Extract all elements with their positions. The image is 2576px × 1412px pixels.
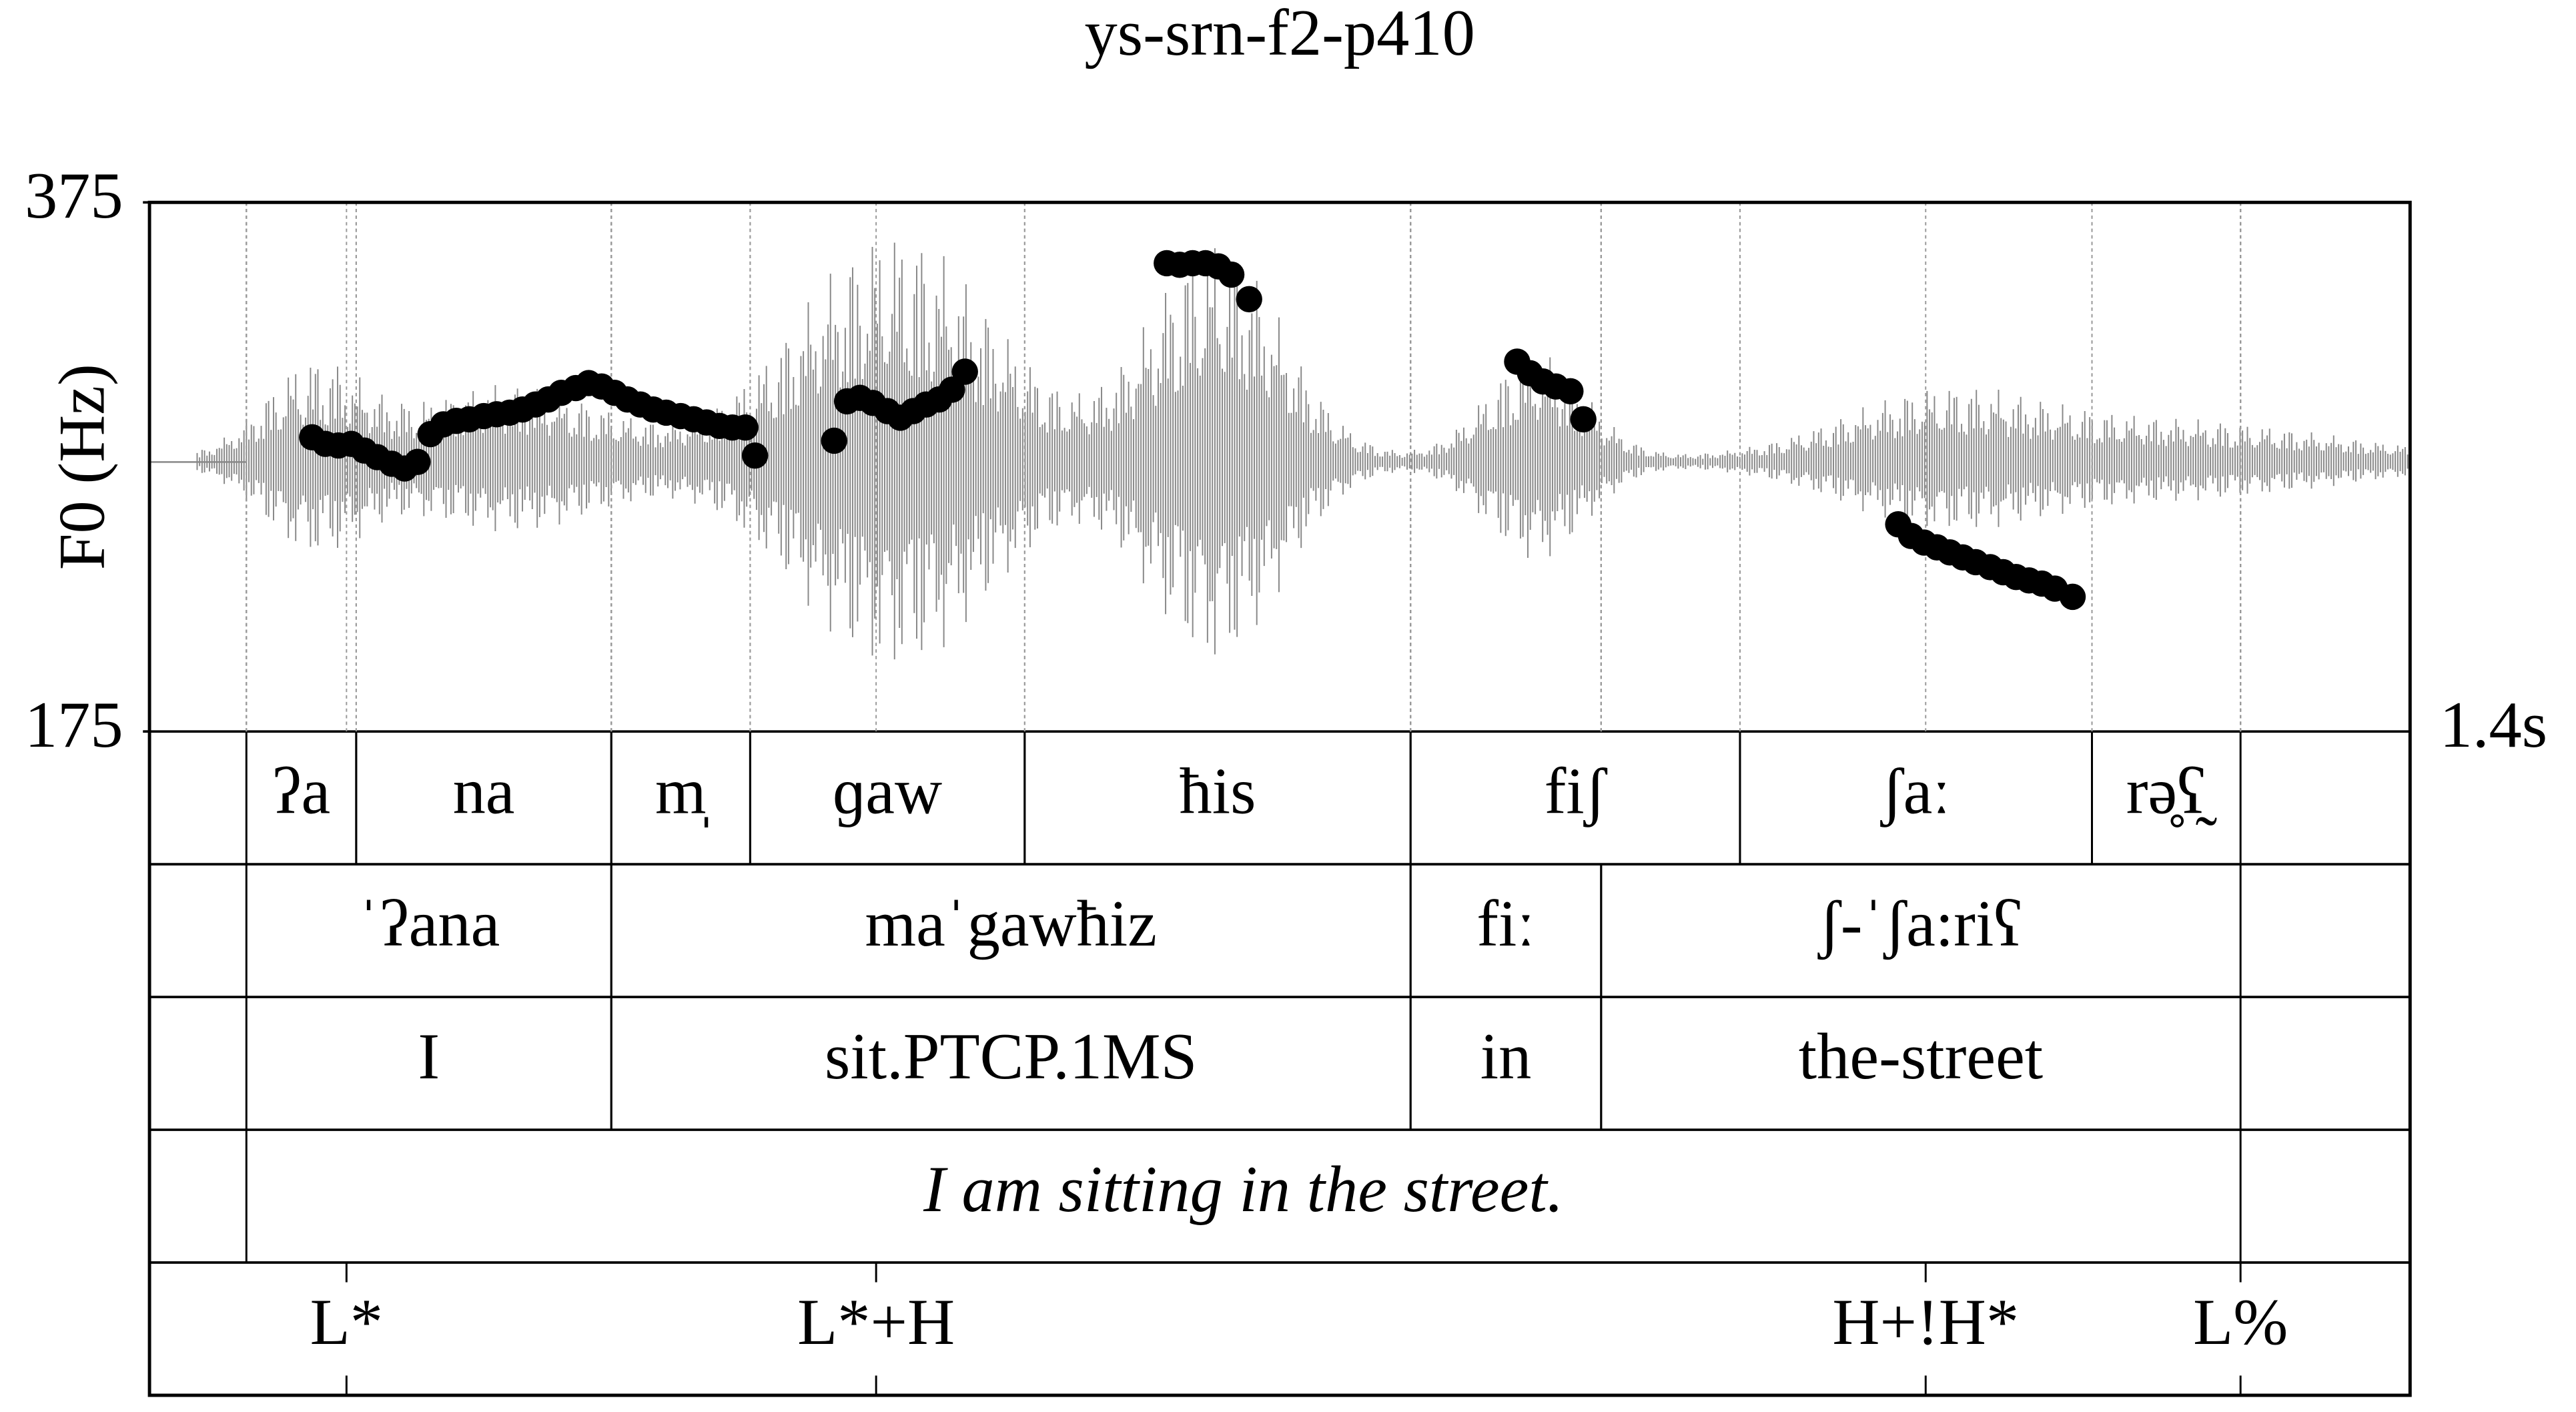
chart-title: ys-srn-f2-p410 bbox=[1085, 0, 1475, 69]
point-label: L* bbox=[310, 1286, 383, 1359]
x-tick-label: 1.4s bbox=[2440, 689, 2547, 761]
pitch-point bbox=[404, 448, 431, 475]
interval-label: ˈʔana bbox=[358, 888, 500, 960]
pitch-point bbox=[1236, 286, 1262, 313]
plot-frame bbox=[147, 200, 2412, 1397]
pitch-point bbox=[2059, 583, 2086, 611]
pitch-point bbox=[1570, 406, 1597, 433]
y-tick-label: 375 bbox=[25, 159, 123, 232]
pitch-point bbox=[951, 358, 978, 385]
y-tick-label: 175 bbox=[25, 689, 123, 761]
point-label: H+!H* bbox=[1832, 1286, 2019, 1359]
pitch-point bbox=[821, 427, 847, 454]
interval-label: ʃaː bbox=[1880, 755, 1951, 827]
interval-label: maˈgawħiz bbox=[865, 888, 1157, 960]
pitch-point bbox=[1218, 261, 1245, 288]
interval-label: ʔa bbox=[272, 755, 330, 827]
interval-label: in bbox=[1480, 1020, 1532, 1093]
interval-label: I am sitting in the street. bbox=[923, 1153, 1563, 1226]
interval-label: the-street bbox=[1799, 1020, 2043, 1093]
interval-label: fiʃ bbox=[1545, 755, 1608, 827]
interval-label: ħis bbox=[1180, 755, 1256, 827]
waveform bbox=[149, 242, 2409, 660]
point-label: L*+H bbox=[797, 1286, 955, 1359]
interval-label: na bbox=[453, 755, 515, 827]
interval-label: rə̥ʕ̰ bbox=[2126, 755, 2217, 827]
pitch-point bbox=[732, 414, 759, 441]
pitch-point bbox=[741, 442, 769, 469]
interval-label: ɡaw bbox=[833, 755, 942, 827]
interval-label: I bbox=[418, 1020, 440, 1093]
interval-label: ʃ-ˈʃa:riʕ bbox=[1817, 888, 2023, 960]
interval-label: m̩ bbox=[655, 755, 709, 827]
point-label: L% bbox=[2193, 1286, 2288, 1359]
pitch-point bbox=[1557, 378, 1584, 405]
interval-label: fiː bbox=[1476, 888, 1535, 960]
interval-label: sit.PTCP.1MS bbox=[825, 1020, 1197, 1093]
y-axis-label: F0 (Hz) bbox=[46, 364, 119, 570]
